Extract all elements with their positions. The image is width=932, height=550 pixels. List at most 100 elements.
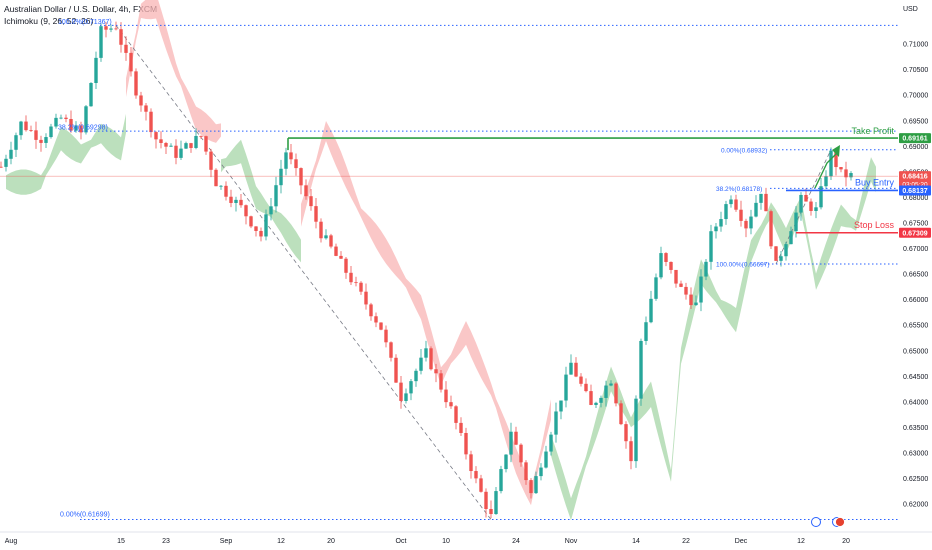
price-axis[interactable]: USD0.710000.705000.700000.695000.690000.… <box>898 0 932 550</box>
trend-dashed-line <box>115 25 832 520</box>
candle-body-45 <box>224 185 228 197</box>
candle-body-75 <box>374 316 378 323</box>
candle-body-96 <box>479 478 483 492</box>
fib2-mid-label: 38.2%(0.68178) <box>716 186 762 193</box>
y-tick-label-15: 0.63500 <box>903 425 928 432</box>
cloud-segment-3 <box>301 121 551 506</box>
candle-body-54 <box>269 206 273 215</box>
fib-low-label: 0.00%(0.61699) <box>60 511 110 518</box>
candle-body-26 <box>129 52 133 72</box>
candle-body-5 <box>24 121 28 131</box>
candle-body-151 <box>754 202 758 217</box>
x-tick-label-14: 20 <box>842 538 850 545</box>
candle-body-143 <box>714 226 718 232</box>
candle-body-163 <box>814 207 818 211</box>
y-tick-label-8: 0.67000 <box>903 246 928 253</box>
levels: 100.0%(0.71367) 38.2%(0.69298) 0.00%(0.616… <box>0 19 898 520</box>
candle-body-57 <box>284 152 288 169</box>
cloud-segment-2 <box>221 139 301 263</box>
candle-body-144 <box>719 219 723 227</box>
candle-body-103 <box>514 431 518 445</box>
candle-body-154 <box>769 211 773 247</box>
current-price-badge-countdown: 03:05:20 <box>902 182 928 189</box>
candle-body-168 <box>839 167 843 170</box>
candle-body-106 <box>529 480 533 494</box>
candle-body-136 <box>679 283 683 287</box>
y-tick-label-10: 0.66000 <box>903 297 928 304</box>
x-tick-label-2: 23 <box>162 538 170 545</box>
candle-body-112 <box>559 400 563 412</box>
candle-body-120 <box>599 397 603 403</box>
candle-body-84 <box>419 357 423 371</box>
projection-arrowhead <box>832 145 840 157</box>
x-tick-label-4: 12 <box>277 538 285 545</box>
x-tick-label-12: Dec <box>735 538 748 545</box>
price-axis-bg <box>898 0 932 550</box>
candle-body-58 <box>289 152 293 160</box>
event-flag-icon-2 <box>835 517 845 527</box>
y-tick-label-6: 0.68000 <box>903 195 928 202</box>
candle-body-7 <box>34 130 38 140</box>
candle-body-127 <box>634 398 638 462</box>
candle-body-152 <box>759 193 763 203</box>
time-axis[interactable]: Aug 15 23 Sep 12 20 Oct 10 24 Nov 14 22 Dec 12 20 <box>0 517 932 546</box>
candle-body-137 <box>684 286 688 295</box>
candle-body-165 <box>824 176 828 187</box>
candle-body-53 <box>264 214 268 237</box>
candle-body-71 <box>354 282 358 284</box>
candle-body-27 <box>134 71 138 96</box>
candle-body-79 <box>394 357 398 383</box>
candle-body-25 <box>124 44 128 53</box>
indicator-label[interactable]: Ichimoku (9, 26, 52, 26) <box>4 16 94 26</box>
candle-body-55 <box>274 185 278 207</box>
candle-body-23 <box>114 28 118 30</box>
y-tick-label-3: 0.69500 <box>903 118 928 125</box>
candles <box>0 21 853 519</box>
candle-body-128 <box>639 340 643 399</box>
candle-body-13 <box>64 117 68 119</box>
candle-body-147 <box>734 199 738 210</box>
candle-body-76 <box>379 322 383 330</box>
candle-body-86 <box>429 348 433 370</box>
candle-body-68 <box>339 255 343 259</box>
candle-body-122 <box>609 383 613 386</box>
candle-body-2 <box>9 149 13 159</box>
candle-body-31 <box>154 132 158 140</box>
candle-body-22 <box>109 28 113 30</box>
candle-body-121 <box>604 385 608 398</box>
candle-body-64 <box>319 221 323 239</box>
buy-entry-badge-bg <box>899 185 931 196</box>
candle-body-117 <box>584 383 588 392</box>
candle-body-99 <box>494 491 498 515</box>
candle-body-167 <box>834 150 838 168</box>
candle-body-108 <box>539 467 543 477</box>
candle-body-160 <box>799 194 803 213</box>
candle-body-14 <box>69 118 73 131</box>
x-tick-label-3: Sep <box>220 538 233 545</box>
x-tick-label-11: 22 <box>682 538 690 545</box>
candle-body-87 <box>434 369 438 374</box>
candle-body-95 <box>474 471 478 479</box>
candle-body-150 <box>749 216 753 229</box>
candle-body-105 <box>524 462 528 481</box>
candle-body-39 <box>194 135 198 148</box>
candle-body-148 <box>739 209 743 221</box>
candle-body-140 <box>699 276 703 303</box>
candle-body-4 <box>19 121 23 136</box>
candle-body-92 <box>459 422 463 433</box>
x-tick-label-1: 15 <box>117 538 125 545</box>
x-tick-label-6: Oct <box>396 538 407 545</box>
candle-body-37 <box>184 143 188 149</box>
y-tick-label-1: 0.70500 <box>903 67 928 74</box>
candle-body-34 <box>169 145 173 147</box>
stop-loss-badge-bg <box>899 227 931 238</box>
cloud-segment-5 <box>631 157 876 482</box>
candle-body-158 <box>789 231 793 245</box>
candle-body-157 <box>784 244 788 257</box>
candle-body-124 <box>619 403 623 425</box>
candle-body-65 <box>324 235 328 239</box>
ichimoku-cloud <box>6 0 876 521</box>
candle-body-146 <box>729 199 733 205</box>
candle-body-91 <box>454 406 458 423</box>
